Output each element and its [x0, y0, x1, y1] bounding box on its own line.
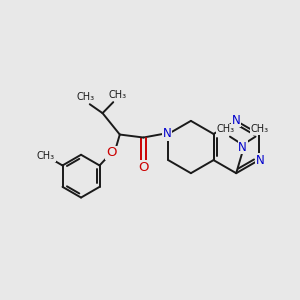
Text: N: N [163, 127, 171, 140]
Text: N: N [232, 114, 241, 127]
Text: CH₃: CH₃ [250, 124, 269, 134]
Text: CH₃: CH₃ [37, 151, 55, 161]
Text: CH₃: CH₃ [217, 124, 235, 134]
Text: O: O [106, 146, 117, 160]
Text: CH₃: CH₃ [76, 92, 95, 102]
Text: N: N [238, 140, 247, 154]
Text: O: O [138, 161, 148, 174]
Text: N: N [256, 154, 264, 167]
Text: CH₃: CH₃ [108, 90, 127, 100]
